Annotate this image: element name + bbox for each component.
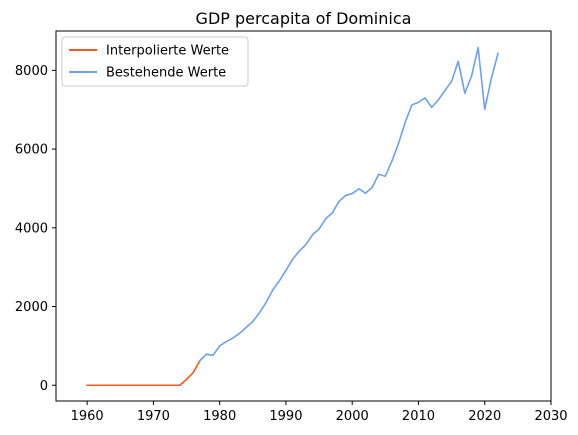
x-tick-label: 2030 — [534, 409, 567, 424]
x-tick-label: 2000 — [336, 409, 369, 424]
axis-ticks: 1960 1970 1980 1990 2000 2010 2020 2030 0 2000 400… — [15, 64, 568, 424]
y-tick-label: 6000 — [15, 143, 48, 158]
series-line-0 — [86, 359, 201, 387]
x-tick-label: 1960 — [71, 409, 104, 424]
series-line-1 — [198, 46, 499, 362]
x-tick-label: 1990 — [269, 409, 302, 424]
x-tick-label: 2020 — [468, 409, 501, 424]
chart-title: GDP percapita of Dominica — [196, 9, 412, 28]
y-tick-label: 4000 — [15, 221, 48, 236]
y-tick-label: 2000 — [15, 300, 48, 315]
legend-box — [61, 36, 249, 87]
x-tick-label: 1970 — [137, 409, 170, 424]
plot-area-frame — [55, 30, 552, 402]
legend: Interpolierte Werte Bestehende Werte — [61, 36, 249, 87]
y-tick-label: 0 — [40, 379, 48, 394]
y-tick-label: 8000 — [15, 64, 48, 79]
x-tick-label: 1980 — [203, 409, 236, 424]
series-lines — [86, 46, 499, 387]
legend-label: Interpolierte Werte — [106, 44, 229, 59]
x-tick-label: 2010 — [402, 409, 435, 424]
legend-label: Bestehende Werte — [106, 66, 226, 81]
